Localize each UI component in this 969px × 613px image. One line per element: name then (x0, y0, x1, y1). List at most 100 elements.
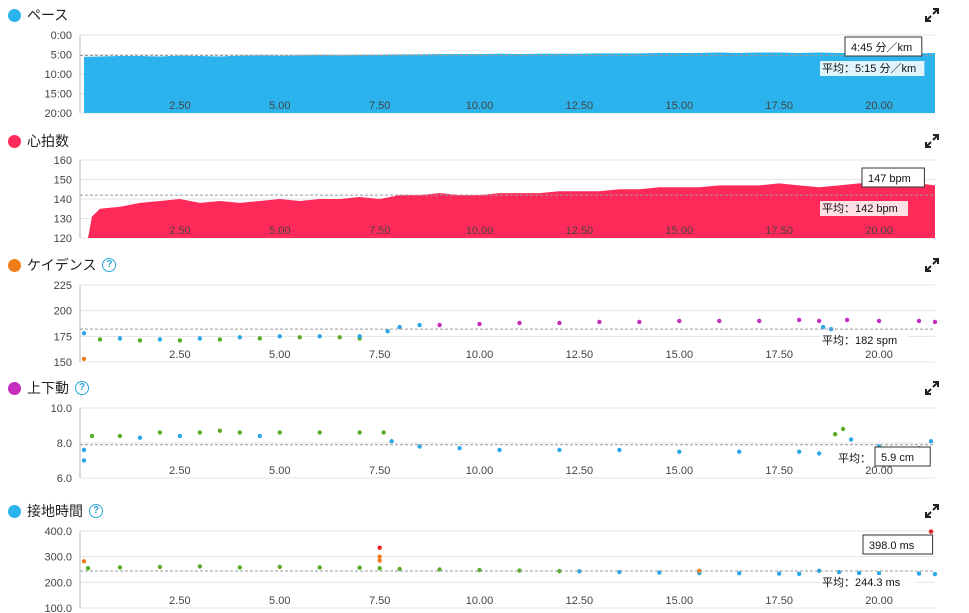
tooltip-text: 5.9 cm (881, 452, 914, 464)
data-point (776, 571, 782, 576)
gct-header: 接地時間 ? (8, 502, 103, 520)
tooltip-text: 147 bpm (868, 173, 911, 185)
y-tick-label: 100.0 (44, 603, 72, 613)
tooltip-text: 398.0 ms (869, 540, 915, 552)
data-point (157, 337, 163, 342)
help-icon[interactable]: ? (89, 504, 103, 518)
y-tick-label: 160 (54, 155, 72, 167)
gct-chart[interactable]: 400.0 300.0 200.0 100.0 2.50 5.00 7.50 10.00 12.… (0, 496, 969, 613)
tooltip-box (874, 446, 931, 467)
data-point (89, 433, 95, 439)
vo-dot-icon (8, 381, 21, 395)
data-point (177, 433, 183, 439)
average-label: 平均：244.3 ms (820, 575, 917, 590)
average-label-bg (820, 575, 917, 590)
x-tick-label: 15.00 (666, 465, 694, 477)
y-tick-label: 140 (54, 194, 72, 206)
data-point (377, 554, 382, 559)
pace-chart[interactable]: 0:00 5:00 10:00 15:00 20:00 2.50 5.00 7.50 10.00… (0, 0, 969, 122)
expand-icon[interactable] (925, 504, 939, 518)
x-tick-label: 7.50 (369, 100, 390, 112)
x-tick-label: 17.50 (765, 465, 793, 477)
y-tick-label: 0:00 (51, 30, 72, 42)
hr-dot-icon (8, 134, 21, 148)
cadence-title: ケイデンス (27, 257, 97, 273)
x-tick-label: 5.00 (269, 595, 290, 607)
x-tick-label: 2.50 (169, 225, 190, 237)
data-point (81, 356, 87, 362)
data-point (677, 318, 682, 324)
expand-icon[interactable] (925, 8, 939, 22)
x-tick-label: 7.50 (369, 595, 390, 607)
hr-chart[interactable]: 160 150 140 130 120 2.50 5.00 7.50 10.00 12.50 15.… (0, 126, 969, 248)
data-point (816, 318, 822, 324)
expand-icon[interactable] (925, 134, 939, 148)
data-point (517, 568, 522, 573)
expand-icon[interactable] (925, 258, 939, 272)
hover-tooltip: 4:45 分／km (844, 36, 923, 57)
hr-panel: 160 150 140 130 120 2.50 5.00 7.50 10.00 12.50 15.… (0, 126, 969, 248)
y-tick-label: 200.0 (44, 577, 72, 589)
gct-title: 接地時間 (27, 503, 83, 519)
data-point (81, 447, 87, 453)
y-tick-label: 8.0 (57, 438, 72, 450)
vo-header: 上下動 ? (8, 379, 89, 397)
help-icon[interactable]: ? (75, 381, 89, 395)
x-tick-label: 20.00 (865, 465, 893, 477)
data-point (916, 318, 922, 324)
data-point (257, 433, 262, 439)
x-tick-label: 5.00 (269, 100, 290, 112)
data-point (337, 335, 342, 340)
y-tick-label: 6.0 (57, 473, 72, 485)
data-point (157, 564, 163, 570)
x-tick-label: 5.00 (269, 465, 290, 477)
x-tick-label: 17.50 (765, 100, 793, 112)
data-point (928, 529, 934, 534)
data-point (317, 565, 322, 570)
data-point (697, 568, 702, 573)
tooltip-box (861, 167, 925, 188)
data-point (81, 331, 87, 336)
y-tick-label: 200 (54, 306, 72, 318)
average-label-bg (820, 333, 908, 348)
average-label-text: 平均：182 spm (822, 334, 897, 347)
cadence-chart[interactable]: 225 200 175 150 2.50 5.00 7.50 10.00 12.50 15.00 1… (0, 250, 969, 372)
data-point (832, 432, 838, 437)
expand-icon[interactable] (925, 381, 939, 395)
vo-panel: 10.0 8.0 6.0 2.50 5.00 7.50 10.00 12.50 15.00 17.… (0, 373, 969, 495)
x-tick-label: 12.50 (566, 595, 594, 607)
hover-tooltip: 398.0 ms (862, 534, 934, 555)
x-tick-label: 7.50 (369, 225, 390, 237)
data-point (389, 439, 394, 444)
data-point (357, 334, 362, 339)
data-point (381, 430, 386, 435)
data-point (217, 428, 223, 433)
average-label-text: 平均：5:15 分／km (822, 62, 916, 75)
gct-panel: 400.0 300.0 200.0 100.0 2.50 5.00 7.50 10.00 12.… (0, 496, 969, 613)
y-tick-label: 10:00 (44, 69, 72, 81)
average-label: 平均：182 spm (820, 333, 908, 348)
data-point (457, 446, 462, 451)
data-point (840, 426, 846, 432)
data-point (137, 338, 143, 343)
y-tick-label: 150 (54, 357, 72, 369)
help-icon[interactable]: ? (102, 258, 117, 272)
x-tick-label: 17.50 (765, 595, 793, 607)
data-point (277, 430, 282, 435)
x-tick-label: 20.00 (865, 595, 893, 607)
x-tick-label: 17.50 (765, 225, 793, 237)
data-point (737, 571, 742, 576)
cadence-panel: 225 200 175 150 2.50 5.00 7.50 10.00 12.50 15.00 1… (0, 250, 969, 372)
x-tick-label: 20.00 (865, 100, 893, 112)
x-tick-label: 10.00 (466, 595, 494, 607)
cadence-dot-icon (8, 258, 21, 272)
data-point (377, 566, 382, 571)
x-tick-label: 17.50 (765, 349, 793, 361)
data-point (257, 336, 262, 341)
data-point (757, 318, 762, 324)
data-point (217, 337, 223, 342)
vo-chart[interactable]: 10.0 8.0 6.0 2.50 5.00 7.50 10.00 12.50 15.00 17.… (0, 373, 969, 495)
pace-title: ペース (27, 7, 69, 23)
data-point (417, 322, 422, 328)
data-point (81, 559, 87, 564)
